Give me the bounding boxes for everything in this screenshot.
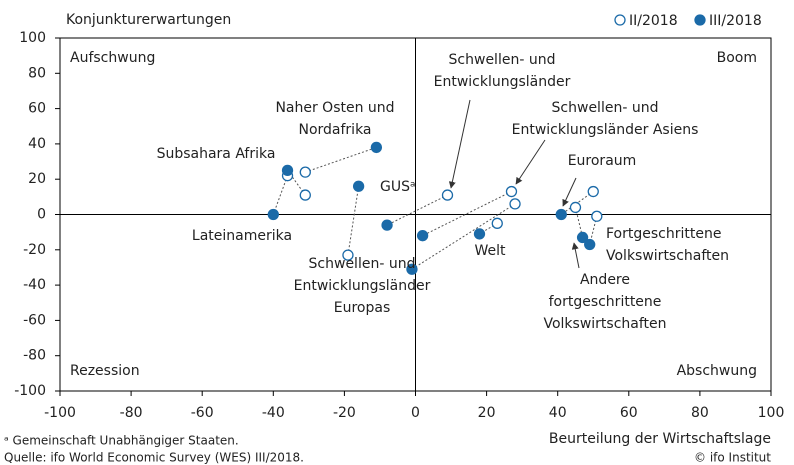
point [299, 166, 311, 178]
x-tick-label: 0 [411, 405, 420, 421]
point [505, 185, 518, 198]
x-tick-label: 100 [758, 405, 785, 421]
point-label: Entwicklungsländer [294, 278, 431, 294]
point [342, 249, 354, 261]
point-label: Welt [474, 243, 506, 259]
footnote: ᵃ Gemeinschaft Unabhängiger Staaten. [4, 434, 239, 448]
point-label: fortgeschrittene [549, 294, 662, 310]
x-tick-label: 60 [620, 405, 638, 421]
x-tick-label: -40 [262, 405, 285, 421]
point [555, 208, 567, 221]
point-label: Schwellen- und [309, 256, 416, 272]
point [473, 228, 486, 240]
y-tick-label: -80 [23, 348, 46, 364]
callout-arrow [515, 139, 546, 185]
x-tick-label: -100 [44, 405, 76, 421]
y-tick-label: 20 [28, 171, 46, 187]
x-tick-label: -60 [191, 405, 214, 421]
point [569, 201, 582, 214]
point [591, 210, 603, 222]
x-tick-label: 80 [691, 405, 709, 421]
callout-arrow [448, 99, 471, 189]
quadrant-label: Abschwung [677, 363, 757, 379]
point [587, 185, 599, 198]
point-label: Lateinamerika [192, 228, 292, 244]
connector [347, 186, 360, 256]
point-label: Schwellen- und [449, 52, 556, 68]
x-tick-label: -80 [120, 405, 143, 421]
connector [305, 146, 377, 173]
point-label: Entwicklungsländer Asiens [512, 122, 699, 138]
point-label: Euroraum [568, 153, 637, 169]
y-tick-label: -40 [23, 277, 46, 293]
point-label: Fortgeschrittene [606, 226, 721, 242]
point [281, 164, 294, 177]
connector [272, 175, 288, 215]
point-label: Europas [334, 300, 391, 316]
connector [386, 194, 448, 226]
quadrant-label: Rezession [70, 363, 140, 379]
point-label: Subsahara Afrika [157, 146, 276, 162]
source: Quelle: ifo World Economic Survey (WES) … [4, 451, 304, 465]
point [381, 219, 393, 231]
point-label: Volkswirtschaften [543, 316, 666, 332]
connector [560, 191, 594, 215]
legend-marker [694, 14, 706, 26]
y-tick-label: -60 [23, 312, 46, 328]
y-tick-label: -100 [14, 383, 46, 399]
point [441, 189, 454, 201]
y-tick-label: 0 [37, 207, 46, 223]
point [299, 189, 311, 201]
x-tick-label: 40 [549, 405, 567, 421]
point [352, 180, 365, 192]
point-label: Naher Osten und [275, 100, 394, 116]
x-tick-label: 20 [478, 405, 496, 421]
quadrant-label: Boom [717, 50, 757, 66]
point-label: Schwellen- und [552, 100, 659, 116]
y-tick-label: 40 [28, 136, 46, 152]
point-label: Volkswirtschaften [606, 248, 729, 264]
y-axis-label: Konjunkturerwartungen [66, 12, 231, 28]
x-axis-label: Beurteilung der Wirtschaftslage [549, 431, 771, 447]
legend-label: II/2018 [629, 13, 678, 29]
quadrant-label: Aufschwung [70, 50, 155, 66]
point-label: Entwicklungsländer [434, 74, 571, 90]
point-label: GUSᵃ [380, 179, 415, 195]
point [491, 217, 503, 229]
connector [422, 191, 512, 237]
callout-arrow [571, 242, 580, 269]
x-tick-label: -20 [333, 405, 356, 421]
point [267, 208, 279, 221]
connector [411, 203, 516, 270]
point [576, 231, 589, 244]
point [584, 238, 596, 251]
y-tick-label: 80 [28, 65, 46, 81]
callout-arrow [562, 177, 577, 207]
y-tick-label: 100 [19, 30, 46, 46]
y-tick-label: 60 [28, 101, 46, 117]
point-label: Nordafrika [298, 122, 371, 138]
legend-marker [614, 14, 626, 26]
point [416, 230, 429, 242]
copyright: © ifo Institut [694, 451, 771, 465]
point [406, 263, 418, 275]
point-label: Andere [580, 272, 630, 288]
point [370, 141, 383, 154]
point [509, 198, 521, 210]
legend-label: III/2018 [709, 13, 762, 29]
y-tick-label: -20 [23, 242, 46, 258]
